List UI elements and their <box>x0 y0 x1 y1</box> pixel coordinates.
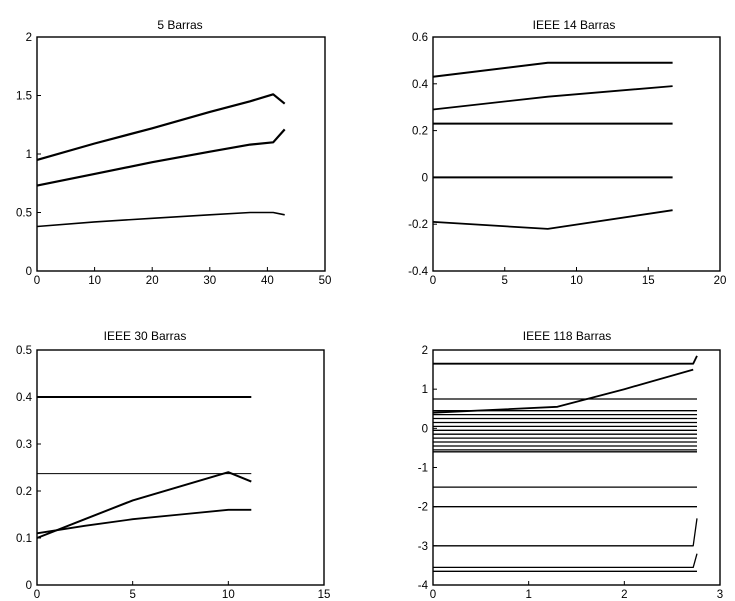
plot-area: 0 1 2 3 -4 -3 -2 -1 0 1 2 <box>418 345 723 601</box>
y-tick-label: -2 <box>418 502 428 514</box>
x-tick-label: 0 <box>34 275 40 287</box>
panel-ieee-14-barras: IEEE 14 Barras 0 5 10 15 20 -0.4 -0.2 0 0.2 0.4 0.… <box>408 18 726 287</box>
axes-frame <box>432 349 721 586</box>
y-tick-label: 0.2 <box>412 126 428 138</box>
series-line <box>36 128 286 187</box>
y-tick-label: -4 <box>418 580 429 592</box>
y-tick-label: 2 <box>422 345 428 357</box>
series-line <box>433 553 698 569</box>
panel-title: IEEE 30 Barras <box>104 329 187 343</box>
y-tick-label: 0.4 <box>16 392 33 404</box>
series-line <box>432 209 673 230</box>
x-tick-label: 20 <box>714 275 727 287</box>
x-tick-label: 0 <box>430 275 436 287</box>
x-tick-label: 15 <box>642 275 655 287</box>
x-tick-label: 0 <box>430 589 436 601</box>
panel-5-barras: 5 Barras 0 10 20 30 40 50 0 0.5 1 1.5 2 <box>16 18 331 287</box>
y-tick-label: -3 <box>418 541 428 553</box>
y-tick-label: 0.3 <box>16 439 32 451</box>
y-tick-label: 0.2 <box>16 486 32 498</box>
series-line <box>432 61 673 78</box>
y-tick-label: -0.2 <box>408 219 428 231</box>
panel-ieee-30-barras: IEEE 30 Barras 0 5 10 15 0 0.1 0.2 0.3 0.4 0.5 <box>16 329 330 601</box>
x-tick-label: 1 <box>525 589 531 601</box>
series-line <box>36 471 252 539</box>
y-tick-label: 2 <box>26 32 32 44</box>
series-line <box>432 85 673 111</box>
y-tick-label: -0.4 <box>408 266 428 278</box>
x-tick-label: 20 <box>146 275 159 287</box>
x-tick-label: 10 <box>222 589 235 601</box>
y-tick-label: 0.6 <box>412 32 428 44</box>
x-tick-label: 0 <box>34 589 40 601</box>
y-tick-label: 1 <box>26 149 32 161</box>
y-tick-label: 0.5 <box>16 208 32 220</box>
y-tick-label: 1 <box>422 384 428 396</box>
x-tick-label: 15 <box>318 589 331 601</box>
series-line <box>432 368 694 414</box>
plot-area: 0 5 10 15 0 0.1 0.2 0.3 0.4 0.5 <box>16 345 330 601</box>
y-tick-label: -1 <box>418 463 428 475</box>
panel-ieee-118-barras: IEEE 118 Barras 0 1 2 3 -4 -3 -2 -1 0 1 2 <box>418 329 723 601</box>
series-line <box>433 355 698 365</box>
x-tick-label: 30 <box>203 275 216 287</box>
x-tick-label: 50 <box>319 275 332 287</box>
panel-title: 5 Barras <box>157 18 202 32</box>
x-tick-label: 10 <box>88 275 101 287</box>
y-tick-label: 0 <box>422 423 428 435</box>
axes-frame <box>36 349 325 586</box>
y-tick-label: 0.4 <box>412 79 429 91</box>
x-tick-label: 2 <box>621 589 627 601</box>
y-tick-label: 0 <box>422 172 428 184</box>
series-line <box>433 518 698 547</box>
axes-frame <box>36 36 326 272</box>
y-tick-label: 0.1 <box>16 533 32 545</box>
plot-area: 0 5 10 15 20 -0.4 -0.2 0 0.2 0.4 0.6 <box>408 32 726 287</box>
y-tick-label: 0 <box>26 266 32 278</box>
series-line <box>36 93 286 161</box>
series-line <box>36 508 252 535</box>
panel-title: IEEE 118 Barras <box>523 329 612 343</box>
x-tick-label: 40 <box>261 275 274 287</box>
plot-area: 0 10 20 30 40 50 0 0.5 1 1.5 2 <box>16 32 331 287</box>
y-tick-label: 1.5 <box>16 91 32 103</box>
y-tick-label: 0.5 <box>16 345 32 357</box>
x-tick-label: 10 <box>570 275 583 287</box>
series-line <box>36 211 285 228</box>
y-tick-label: 0 <box>26 580 32 592</box>
panel-title: IEEE 14 Barras <box>533 18 616 32</box>
x-tick-label: 5 <box>129 589 135 601</box>
x-tick-label: 5 <box>502 275 508 287</box>
x-tick-label: 3 <box>717 589 723 601</box>
